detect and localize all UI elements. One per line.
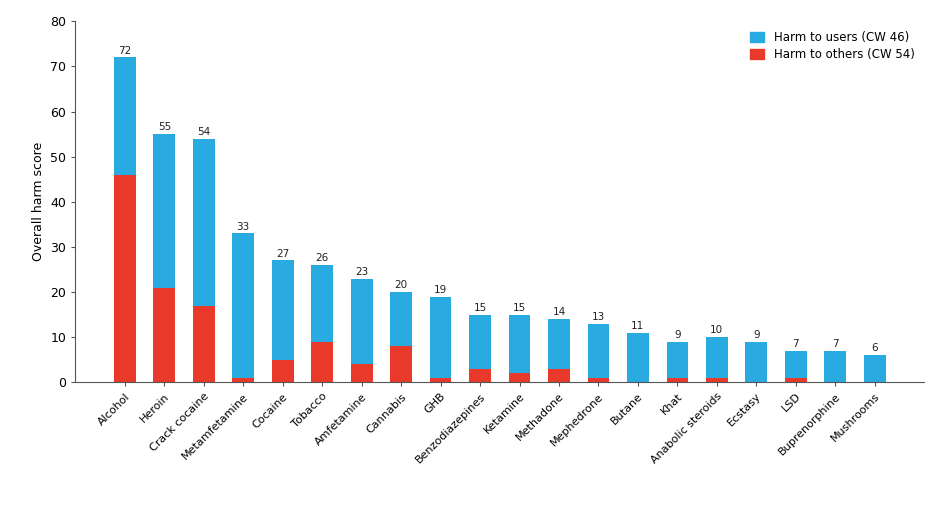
Text: 15: 15 bbox=[513, 303, 526, 313]
Bar bbox=[311, 342, 333, 382]
Bar bbox=[272, 261, 293, 360]
Y-axis label: Overall harm score: Overall harm score bbox=[32, 142, 45, 261]
Bar bbox=[587, 323, 609, 378]
Bar bbox=[351, 364, 372, 382]
Bar bbox=[746, 342, 768, 382]
Text: 72: 72 bbox=[118, 46, 131, 56]
Bar bbox=[390, 292, 412, 346]
Text: 20: 20 bbox=[394, 280, 407, 290]
Text: 11: 11 bbox=[631, 321, 645, 331]
Text: 23: 23 bbox=[355, 267, 369, 277]
Bar bbox=[114, 175, 136, 382]
Bar bbox=[864, 355, 885, 382]
Bar bbox=[430, 296, 452, 378]
Text: 9: 9 bbox=[753, 330, 760, 340]
Bar bbox=[508, 373, 530, 382]
Bar bbox=[627, 332, 649, 382]
Bar bbox=[430, 378, 452, 382]
Bar bbox=[232, 378, 254, 382]
Text: 55: 55 bbox=[157, 122, 171, 132]
Text: 54: 54 bbox=[197, 127, 210, 137]
Text: 10: 10 bbox=[710, 326, 723, 336]
Text: 19: 19 bbox=[434, 285, 447, 295]
Bar bbox=[508, 314, 530, 373]
Bar bbox=[390, 346, 412, 382]
Text: 13: 13 bbox=[592, 312, 605, 322]
Bar bbox=[548, 369, 570, 382]
Bar bbox=[351, 278, 372, 364]
Bar bbox=[667, 342, 688, 378]
Text: 6: 6 bbox=[871, 344, 878, 354]
Bar bbox=[706, 378, 728, 382]
Bar bbox=[667, 378, 688, 382]
Bar bbox=[706, 337, 728, 378]
Bar bbox=[154, 288, 175, 382]
Bar bbox=[193, 306, 215, 382]
Bar bbox=[824, 351, 846, 382]
Bar bbox=[470, 314, 491, 369]
Text: 9: 9 bbox=[674, 330, 681, 340]
Text: 15: 15 bbox=[473, 303, 487, 313]
Legend: Harm to users (CW 46), Harm to others (CW 54): Harm to users (CW 46), Harm to others (C… bbox=[747, 27, 918, 65]
Bar bbox=[232, 234, 254, 378]
Text: 7: 7 bbox=[792, 339, 799, 349]
Text: 26: 26 bbox=[316, 253, 329, 263]
Text: 27: 27 bbox=[276, 249, 290, 259]
Bar bbox=[785, 378, 806, 382]
Text: 7: 7 bbox=[832, 339, 838, 349]
Bar bbox=[785, 351, 806, 378]
Bar bbox=[154, 134, 175, 288]
Bar bbox=[272, 360, 293, 382]
Bar bbox=[193, 139, 215, 306]
Bar bbox=[587, 378, 609, 382]
Text: 14: 14 bbox=[553, 307, 566, 318]
Bar bbox=[548, 319, 570, 369]
Bar bbox=[114, 57, 136, 175]
Bar bbox=[311, 265, 333, 342]
Text: 33: 33 bbox=[237, 221, 250, 232]
Bar bbox=[470, 369, 491, 382]
